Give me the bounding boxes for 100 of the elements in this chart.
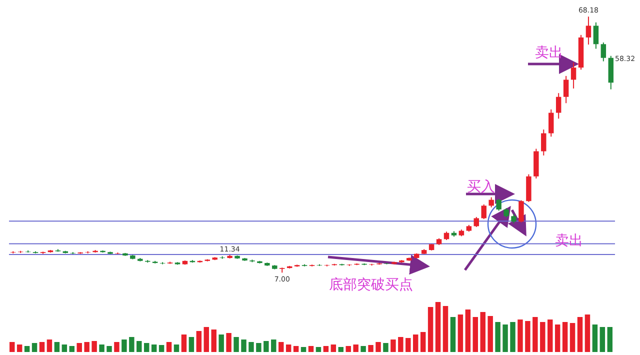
bar [376,342,381,352]
bar [518,320,523,352]
candlestick [481,204,486,220]
bar [458,314,464,352]
bar [300,347,306,352]
bar [211,330,216,352]
bar [346,346,351,352]
bar [547,320,553,352]
candlestick [496,198,502,212]
candlestick [541,129,546,156]
candlestick [570,62,576,90]
bar [510,322,516,352]
bar [76,343,82,352]
bar [592,324,598,352]
bar [234,337,239,352]
bar [188,337,194,352]
bar [32,343,38,352]
bar [62,344,68,352]
bar [465,310,471,352]
bar [271,340,276,352]
bar [406,338,411,352]
bar [390,340,396,352]
candlestick [474,216,480,228]
bar [480,312,486,352]
bar [398,337,404,352]
candlestick [593,22,599,50]
bar [92,341,97,352]
bar [264,341,269,352]
bar [412,334,418,352]
bar [562,322,568,352]
bar [9,342,15,352]
bar [54,342,60,352]
bar [420,332,426,352]
bar [181,334,187,352]
bar [323,346,329,352]
bar [293,346,299,352]
bar [196,331,202,352]
bar [316,347,322,352]
bar [338,347,344,352]
bar [16,344,22,352]
bar [158,345,164,352]
bar [114,342,120,352]
annotation: 买入 [467,179,495,195]
bar [136,341,142,352]
bar [99,344,104,352]
bar [383,343,388,352]
bar [241,340,246,352]
candlestick [518,200,524,223]
bar [278,342,284,352]
bar [248,342,254,352]
text: 底部突破买点 [329,277,413,293]
bar [330,344,336,352]
bar [84,342,90,352]
candlestick [548,108,554,138]
candlestick [488,196,494,208]
candlestick [160,262,166,265]
bar [256,343,262,352]
bar [360,346,366,352]
bar [540,322,546,352]
bar [106,346,112,352]
bar [286,344,292,352]
bar [368,345,374,352]
bar [502,324,508,352]
bar [24,346,30,352]
bar [584,314,590,352]
bar [472,317,478,352]
bar [442,306,448,352]
bar [166,342,172,352]
bar [435,302,441,352]
bar [129,337,134,352]
bar [554,324,560,352]
bar [46,340,52,352]
bar [151,344,157,352]
candlestick [586,16,592,46]
bar [69,346,75,352]
bar [122,340,127,352]
bar [607,327,613,352]
annotation: 卖出 [535,45,563,61]
bar [570,323,576,352]
bar [525,321,530,352]
candlestick [556,92,562,120]
bar [353,344,358,352]
bar [144,343,150,352]
bar [532,317,538,352]
bar [226,333,232,352]
bar [450,317,456,352]
bar [174,344,180,352]
bar [428,307,434,352]
bar [218,334,224,352]
candlestick [600,42,606,62]
bar [204,327,210,352]
bar [488,316,493,352]
candlestick [563,75,569,104]
bar [600,327,606,352]
bar [308,346,314,352]
bar [495,322,500,352]
candlestick [504,208,509,218]
candlestick [511,214,516,224]
bar [39,342,45,352]
bar [577,317,583,352]
